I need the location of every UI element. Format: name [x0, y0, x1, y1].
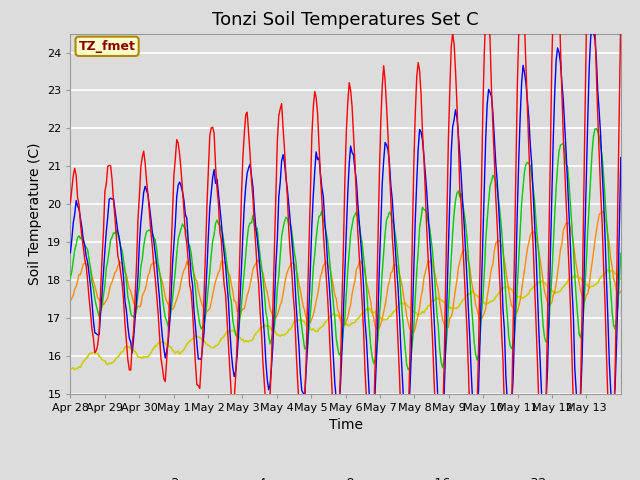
Title: Tonzi Soil Temperatures Set C: Tonzi Soil Temperatures Set C — [212, 11, 479, 29]
Legend: -2cm, -4cm, -8cm, -16cm, -32cm: -2cm, -4cm, -8cm, -16cm, -32cm — [121, 472, 570, 480]
Text: TZ_fmet: TZ_fmet — [79, 40, 136, 53]
X-axis label: Time: Time — [328, 418, 363, 432]
Y-axis label: Soil Temperature (C): Soil Temperature (C) — [28, 143, 42, 285]
